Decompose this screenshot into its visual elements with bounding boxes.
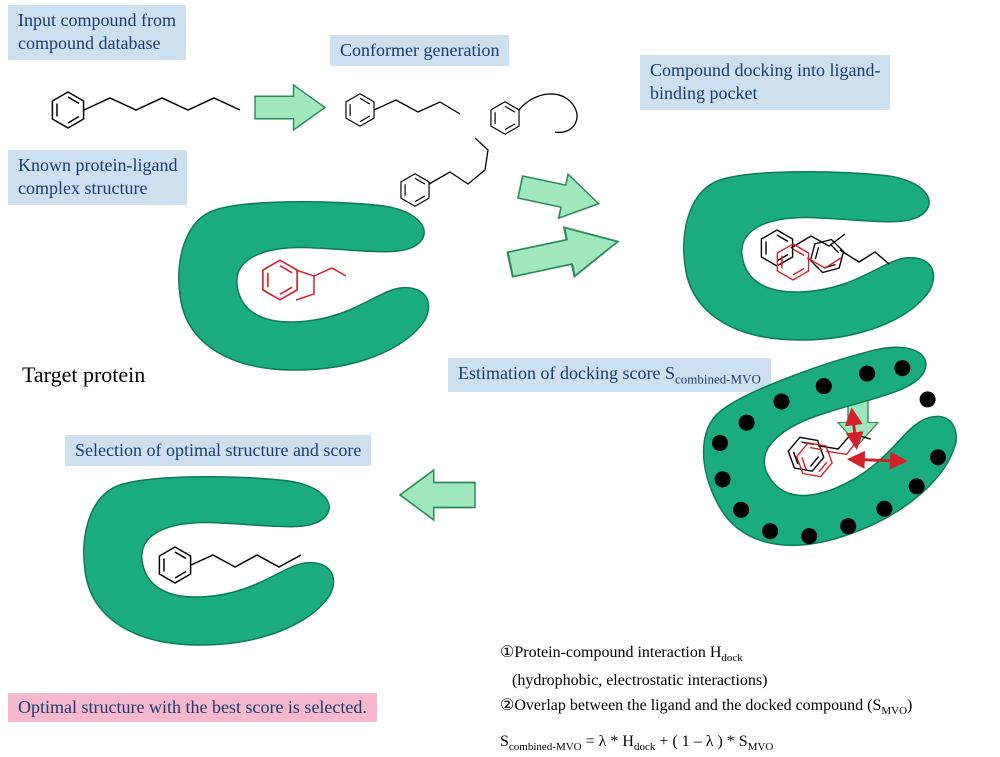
proteins-group <box>84 172 977 645</box>
input-molecule <box>52 92 240 128</box>
diagram-svg <box>0 0 1000 747</box>
